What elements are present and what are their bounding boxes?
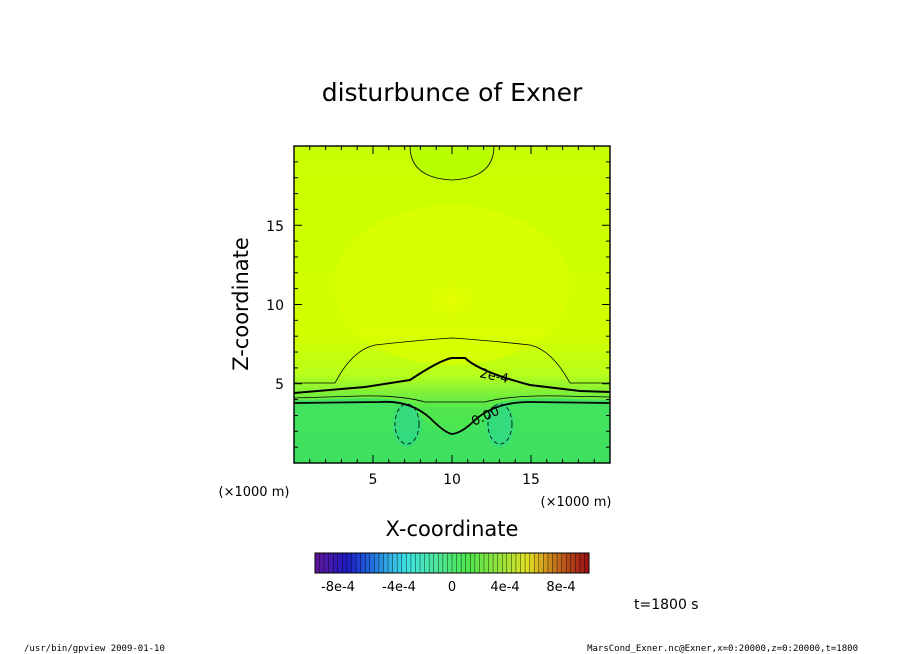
colorbar-segment (493, 553, 498, 573)
colorbar-segment (538, 553, 544, 573)
y-axis-title: Z-coordinate (229, 237, 253, 371)
footer-left: /usr/bin/gpview 2009-01-10 (24, 644, 165, 654)
colorbar-tick-label-4: 4e-4 (490, 580, 519, 595)
colorbar-segment (561, 553, 567, 573)
colorbar-segment (319, 553, 325, 573)
colorbar-segment (575, 553, 581, 573)
colorbar-segment (534, 553, 540, 573)
colorbar-segment (488, 553, 494, 573)
colorbar-segment (497, 553, 503, 573)
colorbar-segment (552, 553, 558, 573)
colorbar-segment (442, 553, 448, 573)
colorbar-segment (502, 553, 508, 573)
colorbar-segment (429, 553, 435, 573)
colorbar-segment (333, 553, 339, 573)
contour-line-middle-thin (294, 395, 610, 403)
y-tick-label-10: 10 (266, 298, 284, 314)
colorbar-segment (465, 553, 471, 573)
colorbar-segment (438, 553, 444, 573)
x-unit-label: (×1000 m) (541, 495, 612, 510)
colorbar-segment (324, 553, 329, 573)
colorbar-segment (424, 553, 430, 573)
colorbar-segment (420, 553, 425, 573)
colorbar-segment (388, 553, 393, 573)
colorbar-segment (570, 553, 576, 573)
colorbar-segment (383, 553, 389, 573)
colorbar-segment (547, 553, 553, 573)
colorbar-segment (410, 553, 416, 573)
contour-line-top-bubble (409, 146, 495, 181)
colorbar-segment (374, 553, 380, 573)
x-tick-label-15: 15 (522, 472, 540, 488)
colorbar-segment (456, 553, 462, 573)
colorbar (314, 553, 590, 573)
colorbar-segment (433, 553, 439, 573)
colorbar-segment (328, 553, 334, 573)
colorbar-segment (351, 553, 357, 573)
x-axis-title: X-coordinate (386, 517, 519, 541)
colorbar-segment (365, 553, 371, 573)
colorbar-segment (342, 553, 348, 573)
chart-title: disturbunce of Exner (322, 78, 583, 107)
colorbar-segment (470, 553, 476, 573)
y-tick-label-5: 5 (275, 377, 284, 393)
contour-dashed-right (487, 403, 513, 445)
contour-label-2e-4: 2e-4 (478, 366, 510, 387)
colorbar-segment (447, 553, 453, 573)
colorbar-segment (566, 553, 572, 573)
colorbar-segment (346, 553, 352, 573)
colorbar-segment (506, 553, 512, 573)
colorbar-tick-label-2: -4e-4 (382, 580, 416, 595)
field-region-center-bright (422, 278, 482, 322)
field-region-top-bubble (410, 146, 494, 180)
axis-ticks (294, 146, 610, 463)
x-tick-label-10: 10 (443, 472, 461, 488)
colorbar-segment (584, 553, 590, 573)
colorbar-segment (360, 553, 366, 573)
colorbar-segment (520, 553, 526, 573)
colorbar-segment (461, 553, 466, 573)
colorbar-segment (356, 553, 361, 573)
colorbar-segment (369, 553, 375, 573)
colorbar-segment (392, 553, 398, 573)
y-tick-label-15: 15 (266, 219, 284, 235)
colorbar-segment (337, 553, 343, 573)
colorbar-segment (511, 553, 517, 573)
colorbar-frame (314, 552, 590, 574)
contour-line-2e-4 (294, 357, 610, 394)
field-region-cell-left (393, 403, 421, 447)
colorbar-segment (543, 553, 549, 573)
contour-dashed-left (394, 403, 420, 445)
colorbar-tick-label-3: 0 (448, 580, 456, 595)
contour-line-upper-thin (294, 337, 610, 384)
footer-right: MarsCond_Exner.nc@Exner,x=0:20000,z=0:20… (587, 644, 858, 654)
colorbar-tick-label-1: -8e-4 (321, 580, 355, 595)
x-tick-label-5: 5 (369, 472, 378, 488)
colorbar-segment (415, 553, 421, 573)
colorbar-segment (401, 553, 407, 573)
colorbar-segment (579, 553, 585, 573)
field-region-lower-green (294, 398, 610, 463)
colorbar-segment (479, 553, 485, 573)
colorbar-segment (452, 553, 457, 573)
field-region-cell-right (486, 403, 514, 447)
colorbar-segment (557, 553, 562, 573)
heatmap-field (294, 146, 610, 463)
colorbar-segment (515, 553, 521, 573)
colorbar-segment (397, 553, 403, 573)
colorbar-segment (315, 553, 320, 573)
colorbar-segment (483, 553, 489, 573)
colorbar-segment (406, 553, 412, 573)
colorbar-segment (529, 553, 535, 573)
time-label: t=1800 s (634, 597, 699, 613)
colorbar-segment (525, 553, 530, 573)
colorbar-segment (474, 553, 480, 573)
y-unit-label: (×1000 m) (219, 485, 290, 500)
colorbar-tick-label-5: 8e-4 (546, 580, 575, 595)
colorbar-segment (378, 553, 384, 573)
